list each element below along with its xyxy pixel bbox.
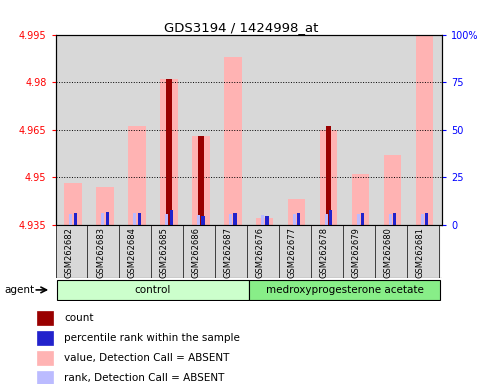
Bar (361, 213, 364, 225)
Bar (170, 210, 173, 225)
Bar (197, 215, 200, 225)
Bar (389, 214, 392, 225)
Text: GSM262686: GSM262686 (192, 227, 201, 278)
Bar (325, 214, 328, 225)
Bar (128, 126, 146, 225)
Bar (64, 184, 82, 225)
Bar (37, 311, 53, 325)
Bar (421, 214, 424, 225)
Bar (352, 174, 369, 225)
Text: GSM262682: GSM262682 (64, 227, 73, 278)
Bar (265, 217, 269, 225)
Bar (297, 213, 300, 225)
Bar (356, 214, 360, 225)
Bar (37, 331, 53, 345)
Bar (160, 79, 178, 225)
Text: GSM262678: GSM262678 (320, 227, 328, 278)
Bar (69, 214, 72, 225)
Bar (57, 280, 249, 300)
Bar (393, 213, 396, 225)
Text: GSM262681: GSM262681 (415, 227, 425, 278)
Text: GSM262676: GSM262676 (256, 227, 265, 278)
Bar (224, 57, 242, 225)
Text: medroxyprogesterone acetate: medroxyprogesterone acetate (266, 285, 424, 295)
Bar (101, 213, 104, 225)
Bar (256, 218, 273, 225)
Text: GSM262680: GSM262680 (384, 227, 393, 278)
Bar (320, 129, 337, 225)
Bar (293, 214, 296, 225)
Bar (326, 126, 331, 225)
Bar (201, 217, 205, 225)
Bar (198, 136, 204, 225)
Text: GSM262684: GSM262684 (128, 227, 137, 278)
Text: GDS3194 / 1424998_at: GDS3194 / 1424998_at (164, 21, 319, 34)
Bar (133, 213, 136, 225)
Bar (192, 136, 210, 225)
Bar (96, 187, 114, 225)
Text: rank, Detection Call = ABSENT: rank, Detection Call = ABSENT (64, 373, 225, 383)
Bar (106, 212, 109, 225)
Bar (74, 213, 77, 225)
Bar (166, 79, 172, 225)
Text: agent: agent (4, 285, 35, 295)
Text: count: count (64, 313, 94, 323)
Text: GSM262685: GSM262685 (160, 227, 169, 278)
Bar (37, 371, 53, 384)
Bar (288, 199, 305, 225)
Bar (233, 213, 237, 225)
Bar (415, 35, 433, 225)
Bar (165, 214, 168, 225)
Bar (229, 214, 232, 225)
Text: GSM262683: GSM262683 (96, 227, 105, 278)
Bar (249, 280, 440, 300)
Bar (138, 213, 141, 225)
Text: control: control (135, 285, 171, 295)
Bar (329, 210, 332, 225)
Bar (384, 155, 401, 225)
Bar (425, 213, 428, 225)
Text: GSM262687: GSM262687 (224, 227, 233, 278)
Text: GSM262677: GSM262677 (288, 227, 297, 278)
Bar (261, 215, 264, 225)
Text: percentile rank within the sample: percentile rank within the sample (64, 333, 241, 343)
Text: GSM262679: GSM262679 (352, 227, 360, 278)
Bar (37, 351, 53, 366)
Text: value, Detection Call = ABSENT: value, Detection Call = ABSENT (64, 353, 230, 363)
